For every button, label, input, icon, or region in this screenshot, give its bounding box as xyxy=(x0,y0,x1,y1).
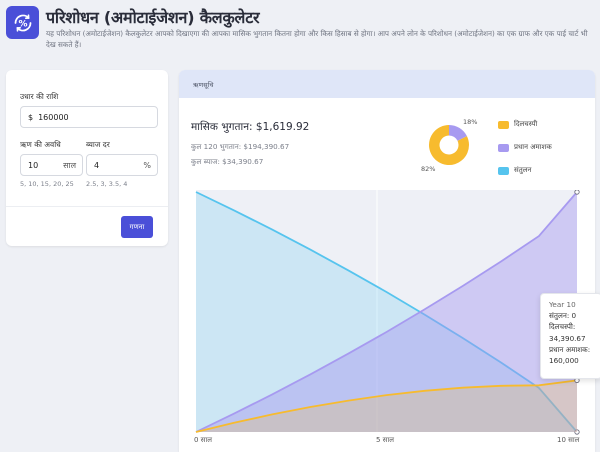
tooltip-interest-label: दिलचस्पी: xyxy=(549,322,576,332)
chart-tooltip: Year 10 संतुलन: 0 दिलचस्पी: 34,390.67 प्… xyxy=(540,293,600,379)
percent-refresh-icon: % xyxy=(14,13,31,32)
legend-swatch-interest xyxy=(498,120,509,129)
series-endpoint-principal[interactable] xyxy=(574,190,580,195)
series-area-balance xyxy=(196,192,577,432)
amount-input[interactable]: $ 160000 xyxy=(20,106,158,128)
calculate-button[interactable]: गणना xyxy=(121,216,153,238)
x-tick-5: 5 साल xyxy=(376,436,394,444)
legend-item-balance[interactable]: संतुलन xyxy=(498,166,531,175)
term-hint: 5, 10, 15, 20, 25 xyxy=(20,180,74,188)
pie-label-principal: 82% xyxy=(421,165,436,173)
series-line-principal[interactable] xyxy=(195,191,578,433)
page-title: परिशोधन (अमोटाईजेशन) कैलकुलेटर xyxy=(46,8,260,27)
series-area-principal xyxy=(196,192,577,432)
legend-label-interest: दिलचस्पी xyxy=(514,120,538,128)
amount-prefix: $ xyxy=(28,112,34,122)
total-interest: कुल ब्याज: $34,390.67 xyxy=(191,157,264,166)
legend-label-balance: संतुलन xyxy=(514,166,532,174)
rate-input[interactable]: 4 % xyxy=(86,154,158,176)
amortization-area-chart[interactable] xyxy=(180,190,600,452)
series-endpoint-balance[interactable] xyxy=(574,429,580,435)
page-subtitle: यह परिशोधन (अमोटाईजेशन) कैलकुलेटर आपको द… xyxy=(46,29,588,49)
amount-label: उधार की राशि xyxy=(20,92,59,101)
legend-item-interest[interactable]: दिलचस्पी xyxy=(498,120,537,129)
x-tick-10: 10 साल xyxy=(557,436,580,444)
results-header: ऋणसूचि xyxy=(179,70,595,98)
svg-text:%: % xyxy=(18,19,27,29)
tooltip-principal-value: 160,000 xyxy=(549,356,579,366)
series-area-interest xyxy=(196,380,577,432)
tooltip-balance: संतुलन: 0 xyxy=(549,311,577,321)
term-label: ऋण की अवधि xyxy=(20,140,61,149)
x-tick-0: 0 साल xyxy=(194,436,212,444)
monthly-payment: मासिक भुगतान: $1,619.92 xyxy=(191,121,310,133)
term-unit: साल xyxy=(63,160,76,170)
legend-swatch-principal xyxy=(498,143,509,152)
tooltip-principal-label: प्रधान अमाशक: xyxy=(549,344,591,354)
series-line-balance[interactable] xyxy=(195,191,578,433)
chart-plot-background xyxy=(196,190,577,432)
amount-value: 160000 xyxy=(38,112,69,122)
rate-label: ब्याज दर xyxy=(86,140,110,149)
form-divider xyxy=(6,206,168,207)
legend-swatch-balance xyxy=(498,166,509,175)
series-line-interest[interactable] xyxy=(195,379,578,433)
pie-chart xyxy=(428,125,469,165)
pie-slice-principal[interactable] xyxy=(428,125,469,165)
legend-item-principal[interactable]: प्रधान अमाशक xyxy=(498,143,552,152)
pie-slice-interest[interactable] xyxy=(449,125,467,141)
legend-label-principal: प्रधान अमाशक xyxy=(514,143,552,151)
tooltip-interest-value: 34,390.67 xyxy=(549,333,586,343)
rate-hint: 2.5, 3, 3.5, 4 xyxy=(86,180,128,188)
term-input[interactable]: 10 साल xyxy=(20,154,83,176)
rate-value: 4 xyxy=(94,160,100,170)
app-logo: % xyxy=(6,6,39,39)
tooltip-year: Year 10 xyxy=(549,300,576,309)
total-payments: कुल 120 भुगतान: $194,390.67 xyxy=(191,142,290,151)
term-value: 10 xyxy=(28,160,39,170)
pie-label-interest: 18% xyxy=(463,118,478,126)
loan-form-card: उधार की राशि $ 160000 ऋण की अवधि 10 साल … xyxy=(6,70,168,246)
rate-unit: % xyxy=(143,160,151,170)
